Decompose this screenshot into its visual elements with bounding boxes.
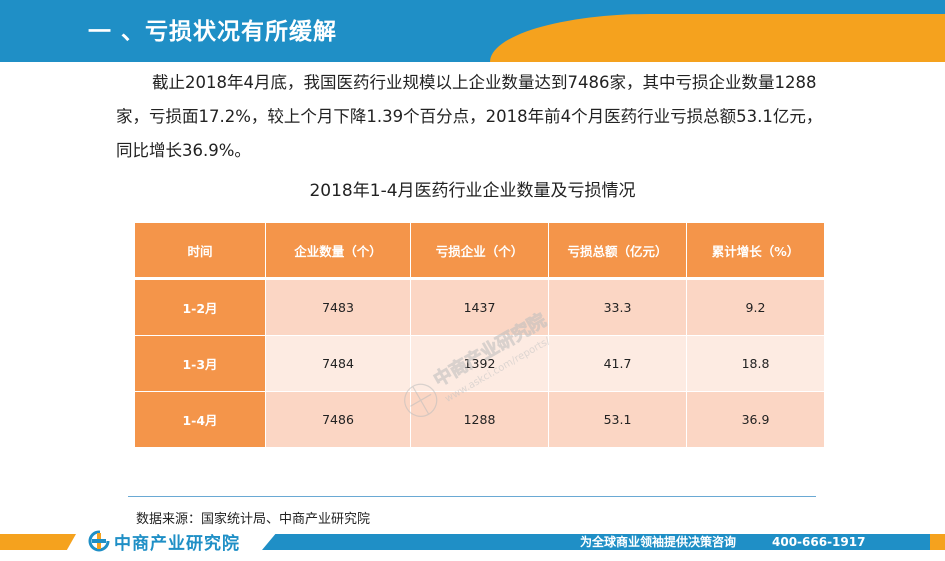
table-cell: 1437 <box>410 278 549 336</box>
footer-right-accent <box>930 534 945 550</box>
table-row: 1-4月 7486 1288 53.1 36.9 <box>134 391 825 448</box>
table-cell: 9.2 <box>686 278 825 336</box>
table-row: 1-3月 7484 1392 41.7 18.8 <box>134 335 825 392</box>
column-header: 亏损总额（亿元） <box>548 222 687 280</box>
table-cell: 18.8 <box>686 335 825 392</box>
header-banner: 一 、亏损状况有所缓解 <box>0 0 945 62</box>
section-title: 一 、亏损状况有所缓解 <box>88 19 338 45</box>
loss-table: 时间 企业数量（个） 亏损企业（个） 亏损总额（亿元） 累计增长（%） 1-2月… <box>134 222 825 448</box>
table-cell: 1288 <box>410 391 549 448</box>
table-cell: 41.7 <box>548 335 687 392</box>
footer-bar <box>262 534 930 550</box>
header-orange-swoosh <box>490 14 945 62</box>
column-header: 亏损企业（个） <box>410 222 549 280</box>
data-source: 数据来源：国家统计局、中商产业研究院 <box>136 512 371 527</box>
table-cell: 7483 <box>265 278 411 336</box>
source-divider <box>128 496 816 497</box>
table-cell: 7484 <box>265 335 411 392</box>
column-header: 企业数量（个） <box>265 222 411 280</box>
column-header: 累计增长（%） <box>686 222 825 280</box>
row-label: 1-2月 <box>134 278 266 336</box>
footer-left-accent <box>0 534 76 550</box>
footer-brand: 中商产业研究院 <box>88 529 240 554</box>
column-header: 时间 <box>134 222 266 280</box>
table-cell: 33.3 <box>548 278 687 336</box>
table-row: 1-2月 7483 1437 33.3 9.2 <box>134 278 825 336</box>
table-cell: 53.1 <box>548 391 687 448</box>
table-title: 2018年1-4月医药行业企业数量及亏损情况 <box>309 181 636 201</box>
row-label: 1-3月 <box>134 335 266 392</box>
footer-phone: 400-666-1917 <box>772 535 866 549</box>
table-cell: 1392 <box>410 335 549 392</box>
summary-paragraph: 截止2018年4月底，我国医药行业规模以上企业数量达到7486家，其中亏损企业数… <box>116 73 823 160</box>
table-header-row: 时间 企业数量（个） 亏损企业（个） 亏损总额（亿元） 累计增长（%） <box>134 222 825 280</box>
row-label: 1-4月 <box>134 391 266 448</box>
brand-name: 中商产业研究院 <box>114 533 240 554</box>
footer-slogan: 为全球商业领袖提供决策咨询 <box>580 535 737 549</box>
table-cell: 36.9 <box>686 391 825 448</box>
brand-logo-icon <box>88 530 110 552</box>
table-cell: 7486 <box>265 391 411 448</box>
